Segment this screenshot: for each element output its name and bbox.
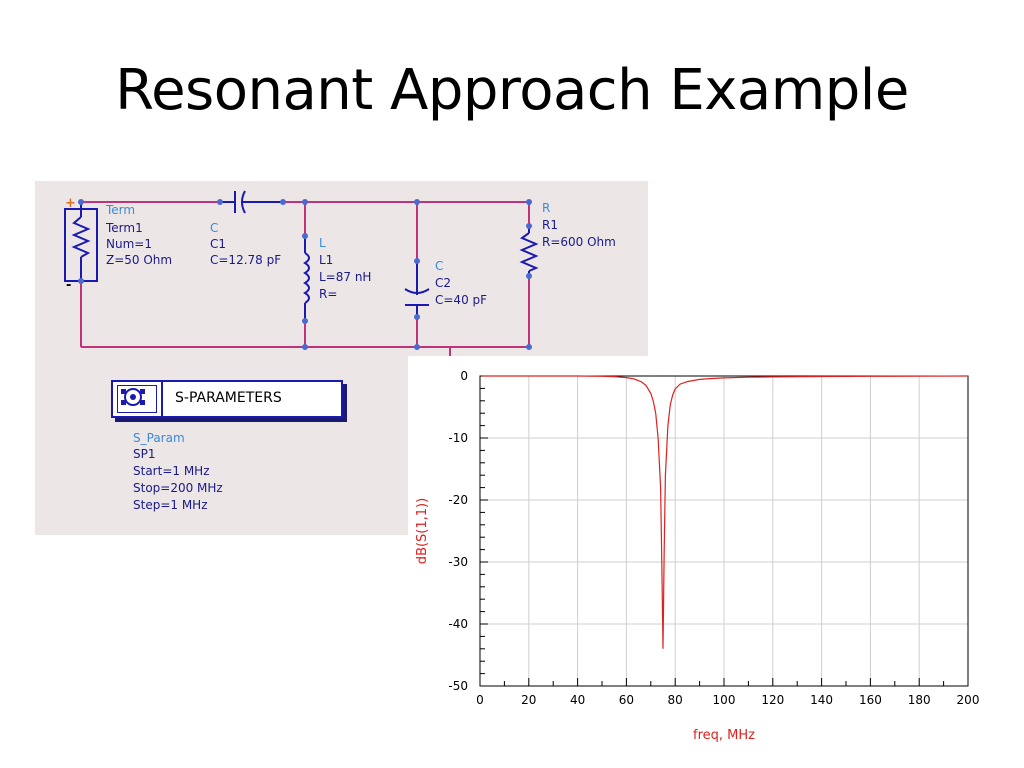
c1-value-label: C=12.78 pF — [210, 253, 281, 267]
sparam-type-label: S_Param — [133, 431, 185, 445]
y-tick-label: -10 — [448, 431, 468, 445]
l1-r-label: R= — [319, 287, 337, 301]
x-tick-label: 80 — [668, 693, 683, 707]
term-type-label: Term — [105, 203, 135, 217]
term-z-label: Z=50 Ohm — [106, 253, 172, 267]
x-tick-label: 160 — [859, 693, 882, 707]
svg-text:+: + — [65, 196, 76, 211]
series-line — [482, 375, 969, 649]
x-tick-label: 120 — [761, 693, 784, 707]
sparam-divider — [161, 382, 163, 416]
y-tick-label: 0 — [460, 369, 468, 383]
y-tick-label: -40 — [448, 617, 468, 631]
y-tick-label: -20 — [448, 493, 468, 507]
schematic-drawing: + - — [64, 190, 616, 361]
sparam-title: S-PARAMETERS — [175, 390, 282, 406]
x-tick-label: 100 — [713, 693, 736, 707]
x-tick-label: 60 — [619, 693, 634, 707]
x-tick-label: 40 — [570, 693, 585, 707]
y-tick-label: -30 — [448, 555, 468, 569]
r1-name-label: R1 — [542, 218, 558, 232]
c2-type-label: C — [435, 259, 443, 273]
wires — [80, 201, 530, 361]
sparam-name-label: SP1 — [133, 447, 156, 461]
sparam-step-label: Step=1 MHz — [133, 498, 208, 512]
pin-dots — [78, 199, 532, 350]
r1-value-label: R=600 Ohm — [542, 235, 616, 249]
sparam-stop-label: Stop=200 MHz — [133, 481, 223, 495]
capacitor-c2[interactable] — [404, 261, 430, 317]
x-tick-label: 140 — [810, 693, 833, 707]
capacitor-c1[interactable] — [220, 190, 283, 214]
c1-type-label: C — [210, 221, 218, 235]
resistor-r1[interactable] — [519, 226, 539, 276]
c2-value-label: C=40 pF — [435, 293, 487, 307]
l1-name-label: L1 — [319, 253, 333, 267]
l1-type-label: L — [319, 236, 326, 250]
inductor-l1[interactable] — [303, 236, 310, 321]
s11-plot-svg: dB(S(1,1)) freq, MHz 0 20 40 60 80 100 120 140 1… — [415, 369, 980, 743]
x-tick-label: 20 — [521, 693, 536, 707]
x-tick-label: 0 — [476, 693, 484, 707]
svg-text:-: - — [66, 278, 71, 293]
term-num-label: Num=1 — [106, 237, 152, 251]
x-tick-label: 200 — [957, 693, 980, 707]
c1-name-label: C1 — [210, 237, 226, 251]
x-axis-label: freq, MHz — [693, 728, 755, 743]
term-name-label: Term1 — [105, 221, 143, 235]
s11-plot: dB(S(1,1)) freq, MHz 0 20 40 60 80 100 120 140 1… — [408, 356, 992, 758]
r1-type-label: R — [542, 201, 550, 215]
c2-name-label: C2 — [435, 276, 451, 290]
l1-value-label: L=87 nH — [319, 270, 371, 284]
sparam-start-label: Start=1 MHz — [133, 464, 210, 478]
x-tick-label: 180 — [908, 693, 931, 707]
slide-title: Resonant Approach Example — [115, 58, 909, 123]
y-tick-label: -50 — [448, 679, 468, 693]
y-axis-label: dB(S(1,1)) — [415, 498, 430, 564]
s-parameters-block[interactable]: S-PARAMETERS — [111, 380, 343, 418]
simulation-controller-icon — [117, 385, 157, 413]
